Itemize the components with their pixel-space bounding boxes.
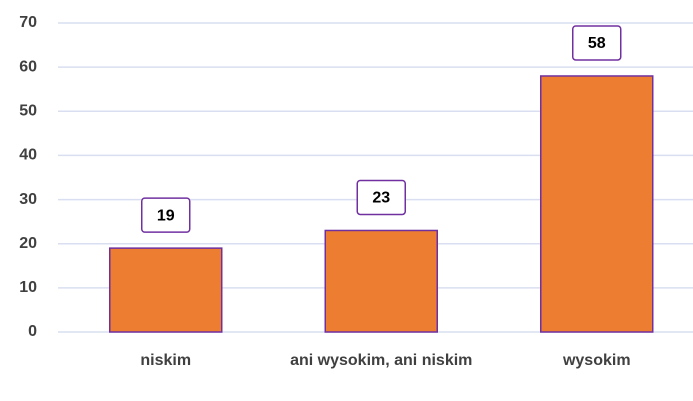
data-label-box	[141, 197, 191, 233]
data-label: 23	[372, 190, 390, 207]
y-tick-label: 10	[19, 279, 37, 296]
y-tick-label: 30	[19, 191, 37, 208]
x-tick-label: ani wysokim, ani niskim	[290, 352, 473, 369]
data-label-box	[356, 179, 406, 216]
bar	[324, 229, 438, 333]
y-tick-label: 20	[19, 235, 37, 252]
data-label: 58	[588, 35, 606, 52]
y-tick-label: 0	[28, 323, 37, 340]
x-tick-label: niskim	[140, 352, 192, 369]
y-tick-label: 60	[19, 58, 37, 75]
bar	[109, 247, 223, 333]
y-tick-label: 70	[19, 14, 37, 31]
bar	[540, 75, 654, 333]
y-tick-label: 50	[19, 103, 37, 120]
data-label-box	[572, 25, 622, 61]
x-tick-label: wysokim	[562, 352, 631, 369]
data-label: 19	[157, 207, 175, 224]
y-tick-label: 40	[19, 147, 37, 164]
